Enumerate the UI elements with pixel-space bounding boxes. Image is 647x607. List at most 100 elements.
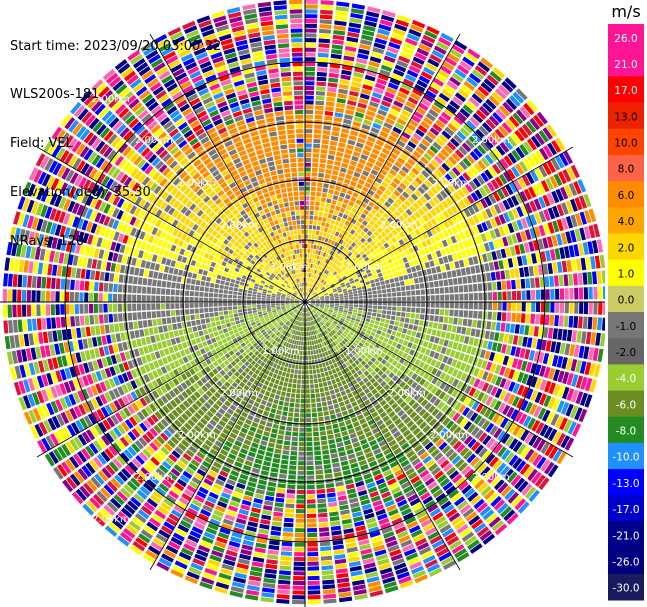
velocity-gate — [472, 113, 484, 124]
velocity-gate — [384, 376, 391, 383]
velocity-gate — [341, 128, 350, 134]
velocity-gate — [305, 375, 309, 380]
velocity-gate — [495, 322, 501, 331]
velocity-gate — [327, 82, 338, 88]
velocity-gate — [305, 162, 311, 167]
velocity-gate — [328, 370, 333, 376]
velocity-gate — [406, 267, 412, 274]
velocity-gate — [564, 343, 571, 356]
velocity-gate — [317, 265, 321, 271]
velocity-gate — [419, 249, 426, 256]
velocity-gate — [533, 114, 544, 128]
velocity-gate — [326, 395, 332, 401]
velocity-gate — [305, 81, 315, 86]
velocity-gate — [533, 265, 539, 276]
velocity-gate — [430, 308, 435, 315]
velocity-gate — [422, 411, 430, 420]
velocity-gate — [307, 272, 310, 278]
velocity-gate — [426, 25, 440, 35]
velocity-gate — [282, 532, 293, 537]
velocity-gate — [395, 378, 403, 385]
velocity-gate — [339, 305, 344, 308]
velocity-gate — [418, 43, 432, 53]
velocity-gate — [320, 285, 324, 289]
velocity-gate — [579, 227, 586, 241]
velocity-gate — [327, 492, 336, 498]
velocity-gate — [280, 555, 292, 561]
velocity-gate — [264, 426, 272, 432]
velocity-gate — [312, 309, 316, 313]
velocity-gate — [388, 372, 395, 379]
velocity-gate — [305, 38, 317, 43]
velocity-gate — [306, 287, 308, 292]
velocity-gate — [366, 177, 374, 185]
velocity-gate — [377, 173, 385, 180]
velocity-gate — [574, 287, 579, 300]
velocity-gate — [394, 241, 401, 248]
velocity-gate — [471, 69, 485, 80]
velocity-gate — [321, 560, 333, 566]
velocity-gate — [390, 193, 398, 201]
velocity-gate — [310, 302, 315, 304]
velocity-gate — [430, 227, 438, 235]
velocity-gate — [306, 327, 309, 332]
velocity-gate — [366, 70, 377, 77]
velocity-gate — [317, 283, 322, 287]
velocity-gate — [333, 328, 338, 333]
velocity-gate — [307, 571, 320, 576]
velocity-gate — [523, 188, 532, 200]
velocity-gate — [463, 421, 472, 431]
velocity-gate — [589, 363, 596, 377]
velocity-gate — [312, 284, 315, 289]
velocity-gate — [384, 264, 391, 270]
velocity-gate — [444, 126, 455, 136]
velocity-gate — [428, 405, 436, 414]
velocity-gate — [318, 308, 323, 311]
velocity-gate — [317, 407, 323, 412]
velocity-gate — [498, 260, 504, 270]
velocity-gate — [446, 271, 452, 278]
velocity-gate — [328, 506, 338, 512]
velocity-gate — [532, 454, 543, 467]
velocity-gate — [362, 336, 368, 341]
velocity-gate — [290, 446, 298, 451]
velocity-gate — [391, 104, 402, 113]
velocity-gate — [395, 198, 403, 206]
velocity-gate — [390, 181, 398, 189]
velocity-gate — [379, 322, 385, 327]
velocity-gate — [339, 271, 344, 276]
velocity-gate — [431, 367, 438, 376]
velocity-gate — [386, 46, 399, 54]
velocity-gate — [396, 370, 403, 377]
velocity-gate — [444, 286, 449, 294]
velocity-gate — [321, 144, 329, 150]
velocity-gate — [333, 271, 338, 276]
velocity-gate — [503, 155, 513, 167]
velocity-gate — [414, 52, 427, 61]
velocity-gate — [357, 313, 362, 317]
velocity-gate — [408, 324, 414, 330]
velocity-gate — [434, 337, 440, 344]
velocity-gate — [319, 19, 332, 25]
velocity-gate — [454, 68, 467, 79]
velocity-gate — [386, 246, 393, 253]
velocity-gate — [454, 334, 461, 342]
velocity-gate — [495, 144, 506, 156]
velocity-gate — [404, 317, 410, 323]
velocity-gate — [336, 98, 346, 104]
velocity-gate — [368, 253, 374, 259]
velocity-gate — [353, 116, 363, 123]
velocity-gate — [407, 196, 415, 204]
velocity-gate — [353, 250, 359, 256]
velocity-gate — [414, 177, 423, 185]
velocity-gate — [382, 306, 387, 310]
velocity-gate — [362, 220, 368, 226]
velocity-gate — [384, 253, 391, 260]
velocity-gate — [375, 282, 381, 287]
velocity-gate — [574, 407, 583, 421]
velocity-gate — [363, 324, 369, 329]
velocity-gate — [342, 324, 347, 328]
velocity-gate — [347, 251, 353, 257]
velocity-gate — [423, 116, 434, 126]
velocity-gate — [384, 91, 395, 99]
